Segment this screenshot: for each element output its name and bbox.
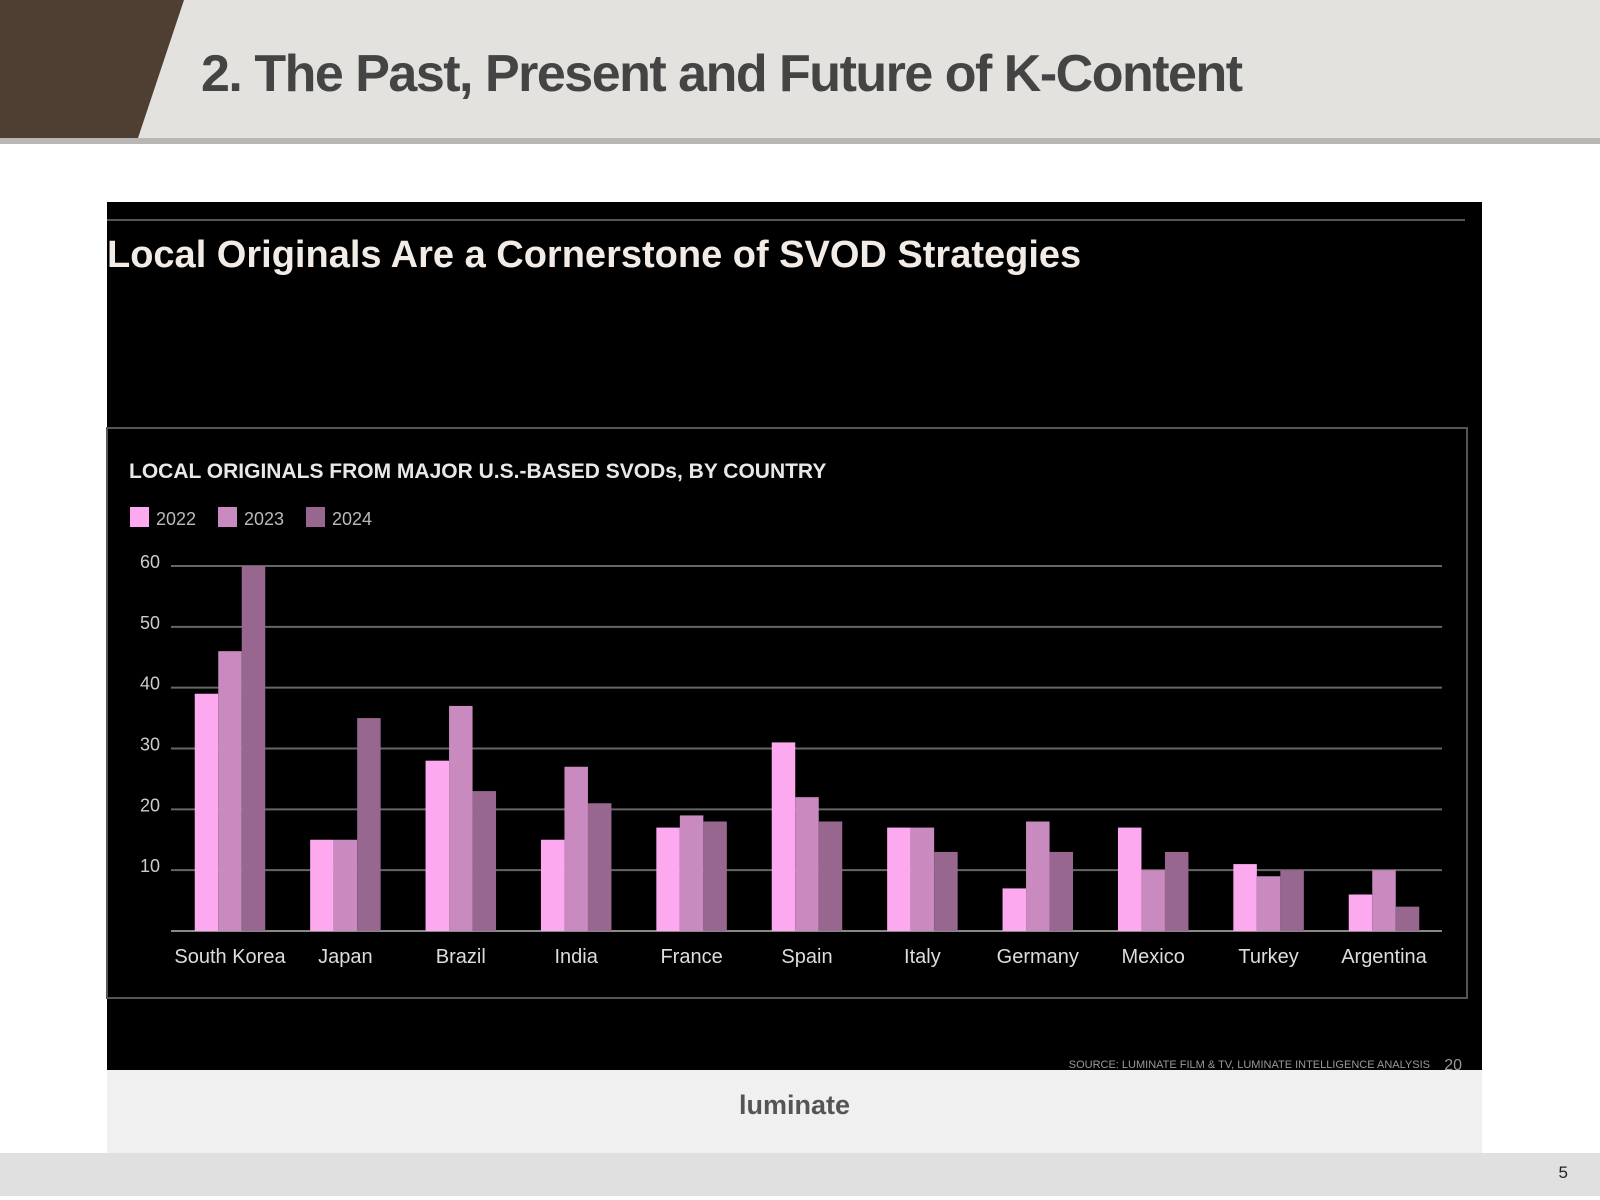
brand-strip: luminate [107, 1070, 1482, 1153]
bar-germany-2024 [1049, 851, 1074, 931]
bar-turkey-2024 [1280, 870, 1304, 931]
page-number: 5 [1558, 1163, 1568, 1182]
bar-japan-2024 [357, 718, 381, 931]
bar-spain-2024 [818, 821, 843, 931]
chart-frame [106, 427, 1468, 999]
y-tick-label: 60 [140, 552, 160, 572]
bar-france-2023 [679, 815, 704, 931]
bar-south-korea-2024 [241, 566, 266, 931]
x-tick-label: Spain [781, 946, 832, 968]
y-tick-label: 10 [140, 856, 160, 876]
legend-swatch-2023 [218, 507, 237, 527]
y-tick-label: 30 [140, 735, 160, 755]
legend: 2022 2023 2024 [130, 507, 372, 529]
bar-brazil-2024 [472, 791, 497, 931]
x-tick-label: India [555, 946, 599, 968]
chart-title: LOCAL ORIGINALS FROM MAJOR U.S.-BASED SV… [129, 460, 826, 483]
bar-brazil-2022 [425, 760, 450, 931]
bar-turkey-2022 [1233, 864, 1257, 931]
x-tick-label: Germany [997, 946, 1079, 968]
x-tick-label: Argentina [1341, 946, 1427, 968]
slide-footer: 5 [0, 1153, 1600, 1196]
y-tick-label: 40 [140, 674, 160, 694]
bar-japan-2022 [310, 839, 334, 931]
bar-india-2023 [564, 766, 588, 931]
bar-germany-2022 [1002, 888, 1027, 931]
bar-turkey-2023 [1256, 876, 1281, 931]
bar-mexico-2024 [1164, 851, 1189, 931]
bar-italy-2023 [910, 827, 935, 931]
bar-brazil-2023 [449, 705, 473, 931]
bar-south-korea-2023 [218, 651, 242, 931]
x-tick-label: Turkey [1238, 946, 1298, 968]
slide-header: 2. The Past, Present and Future of K-Con… [0, 0, 1600, 144]
bar-argentina-2023 [1372, 870, 1396, 931]
panel-headline: Local Originals Are a Cornerstone of SVO… [107, 234, 1081, 276]
bar-india-2022 [540, 839, 565, 931]
bar-france-2024 [703, 821, 727, 931]
slide-title: 2. The Past, Present and Future of K-Con… [201, 45, 1243, 103]
y-tick-label: 50 [140, 613, 160, 633]
bar-argentina-2022 [1348, 894, 1373, 931]
x-tick-label: Italy [904, 946, 941, 968]
legend-label-2023: 2023 [244, 509, 284, 529]
bar-spain-2022 [771, 742, 796, 931]
bar-spain-2023 [795, 797, 819, 931]
bar-india-2024 [587, 803, 612, 931]
x-tick-label: Brazil [436, 946, 486, 968]
bar-germany-2023 [1026, 821, 1050, 931]
bar-italy-2022 [887, 827, 911, 931]
bar-japan-2023 [333, 839, 358, 931]
bar-south-korea-2022 [194, 693, 219, 931]
legend-label-2022: 2022 [156, 509, 196, 529]
legend-swatch-2022 [130, 507, 149, 527]
x-tick-label: France [660, 946, 722, 968]
source-note: SOURCE: LUMINATE FILM & TV, LUMINATE INT… [1069, 1059, 1430, 1071]
bar-argentina-2024 [1395, 906, 1420, 931]
bar-mexico-2023 [1141, 870, 1165, 931]
x-tick-label: Mexico [1122, 946, 1185, 968]
bar-france-2022 [656, 827, 680, 931]
panel-page-number: 20 [1444, 1057, 1462, 1074]
x-tick-label: South Korea [174, 946, 286, 968]
y-tick-label: 20 [140, 795, 160, 815]
luminate-logo: luminate [738, 1090, 851, 1120]
x-tick-label: Japan [318, 946, 373, 968]
legend-label-2024: 2024 [332, 509, 372, 529]
bar-italy-2024 [934, 851, 958, 931]
legend-swatch-2024 [306, 507, 325, 527]
bar-mexico-2022 [1117, 827, 1142, 931]
